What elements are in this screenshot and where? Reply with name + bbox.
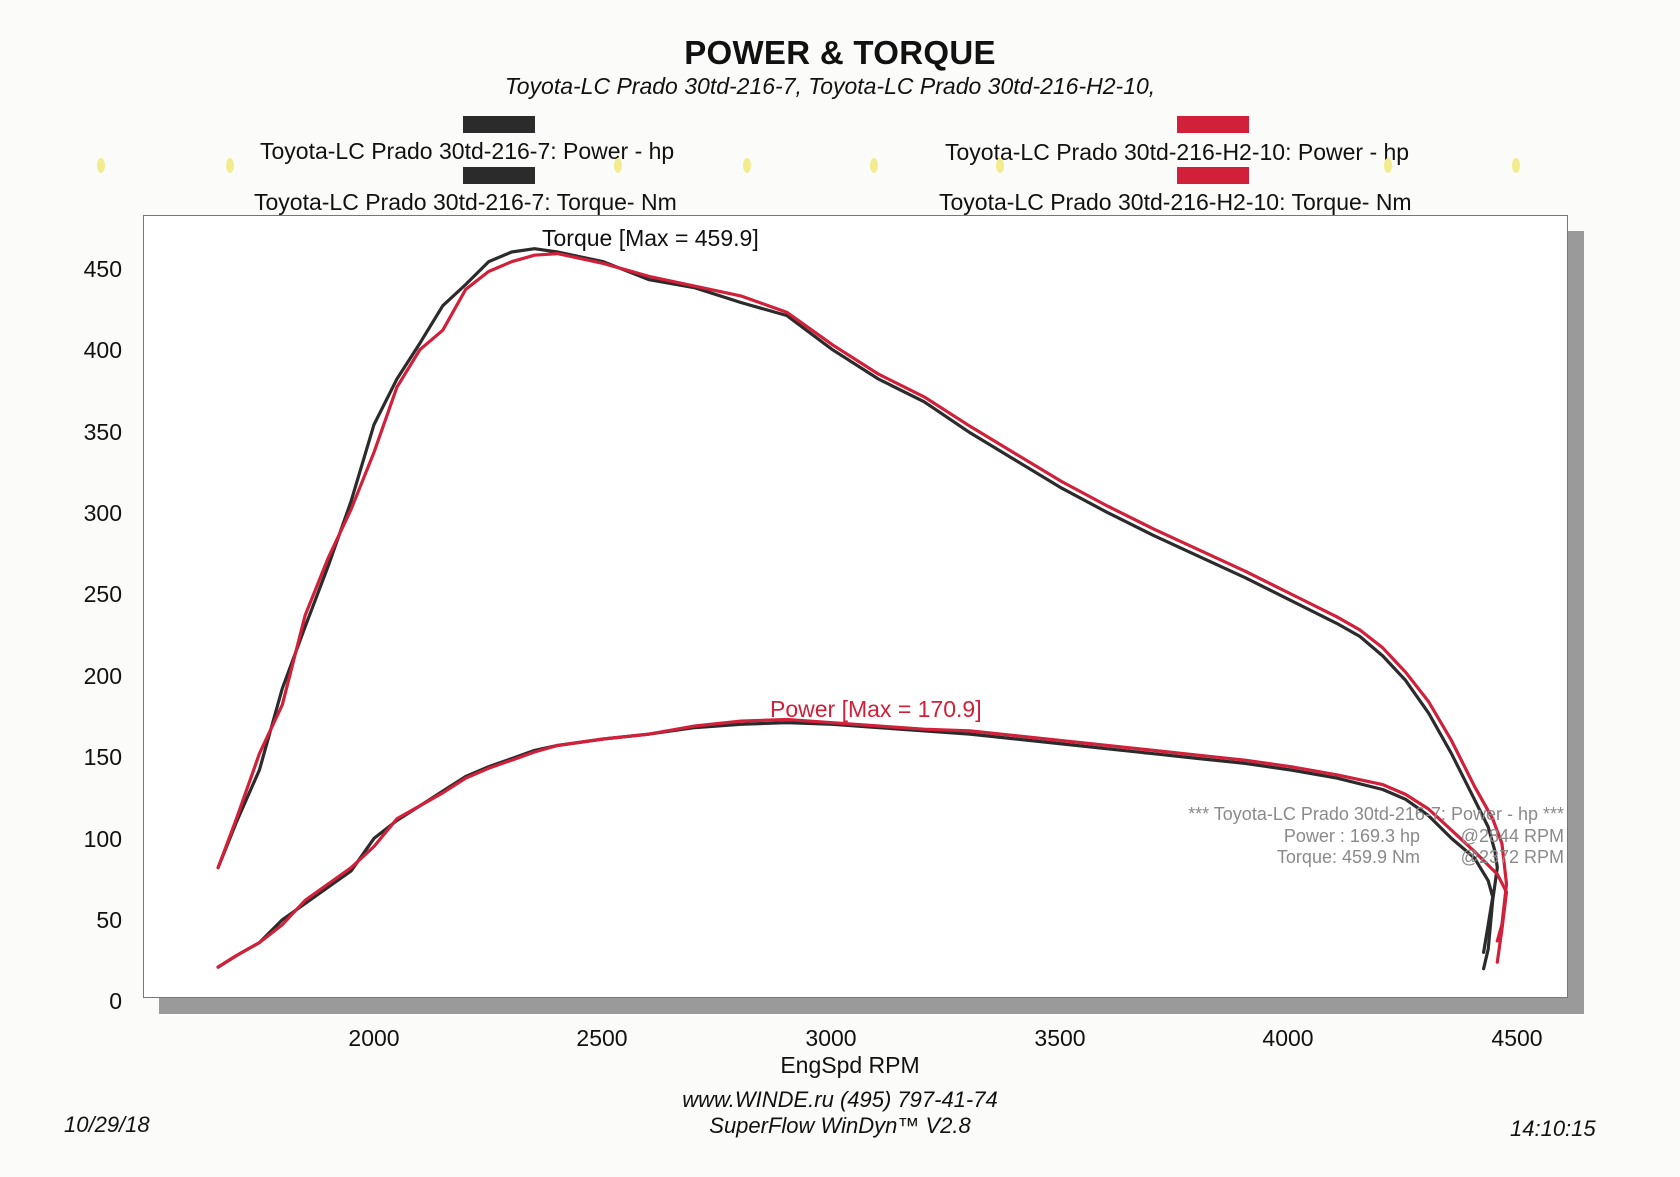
legend-swatch-red-torque bbox=[1177, 167, 1249, 184]
y-tick-label: 50 bbox=[96, 907, 122, 933]
series-line-3 bbox=[216, 717, 1509, 969]
y-tick-label: 400 bbox=[83, 337, 122, 363]
decor-dot bbox=[1512, 158, 1520, 173]
info-torque-label: Torque: 459.9 Nm bbox=[1276, 847, 1420, 867]
info-power-rpm: @2844 RPM bbox=[1460, 826, 1564, 846]
info-torque-rpm: @2372 RPM bbox=[1460, 847, 1564, 867]
legend-swatch-black-power bbox=[463, 116, 535, 133]
decor-dot bbox=[97, 158, 105, 173]
y-tick-label: 150 bbox=[83, 744, 122, 770]
decor-dot bbox=[743, 158, 751, 173]
footer-website: www.WINDE.ru (495) 797-41-74 bbox=[682, 1087, 998, 1112]
legend-label-black-torque: Toyota-LC Prado 30td-216-7: Torque- Nm bbox=[254, 189, 677, 215]
y-tick-label: 350 bbox=[83, 419, 122, 445]
decor-dot bbox=[1384, 158, 1392, 173]
x-tick-label: 4500 bbox=[1491, 1025, 1543, 1051]
legend-swatch-black-torque bbox=[463, 167, 535, 184]
y-tick-label: 450 bbox=[83, 256, 122, 282]
series-line-2 bbox=[216, 721, 1495, 969]
footer-software: SuperFlow WinDyn™ V2.8 bbox=[709, 1113, 971, 1138]
x-tick-label: 3000 bbox=[805, 1025, 857, 1051]
y-tick-label: 100 bbox=[83, 826, 122, 852]
x-tick-label: 2500 bbox=[576, 1025, 628, 1051]
decor-dot bbox=[870, 158, 878, 173]
y-tick-label: 250 bbox=[83, 581, 122, 607]
chart-subtitle: Toyota-LC Prado 30td-216-7, Toyota-LC Pr… bbox=[504, 73, 1156, 99]
info-power-label: Power : 169.3 hp bbox=[1283, 826, 1420, 846]
plot-area bbox=[143, 215, 1568, 998]
decor-dot bbox=[614, 158, 622, 173]
x-tick-label: 2000 bbox=[348, 1025, 400, 1051]
legend-label-black-power: Toyota-LC Prado 30td-216-7: Power - hp bbox=[260, 138, 675, 164]
x-tick-label: 3500 bbox=[1034, 1025, 1086, 1051]
legend-label-red-power: Toyota-LC Prado 30td-216-H2-10: Power - … bbox=[945, 139, 1410, 165]
x-tick-label: 4000 bbox=[1262, 1025, 1314, 1051]
decor-dot bbox=[226, 158, 234, 173]
x-axis-label: EngSpd RPM bbox=[780, 1052, 920, 1078]
chart-title: POWER & TORQUE bbox=[684, 34, 996, 71]
torque-max-annotation: Torque [Max = 459.9] bbox=[542, 225, 759, 251]
y-tick-label: 300 bbox=[83, 500, 122, 526]
decor-dot bbox=[996, 158, 1004, 173]
power-max-annotation: Power [Max = 170.9] bbox=[770, 696, 982, 722]
legend-label-red-torque: Toyota-LC Prado 30td-216-H2-10: Torque- … bbox=[939, 189, 1412, 215]
y-tick-label: 0 bbox=[109, 988, 122, 1014]
footer-date: 10/29/18 bbox=[64, 1112, 150, 1137]
y-tick-label: 200 bbox=[83, 663, 122, 689]
series-line-1 bbox=[216, 252, 1509, 943]
footer-time: 14:10:15 bbox=[1510, 1116, 1596, 1141]
legend-swatch-red-power bbox=[1177, 116, 1249, 133]
info-title: *** Toyota-LC Prado 30td-216-7: Power - … bbox=[1188, 804, 1564, 824]
series-line-0 bbox=[216, 247, 1499, 971]
